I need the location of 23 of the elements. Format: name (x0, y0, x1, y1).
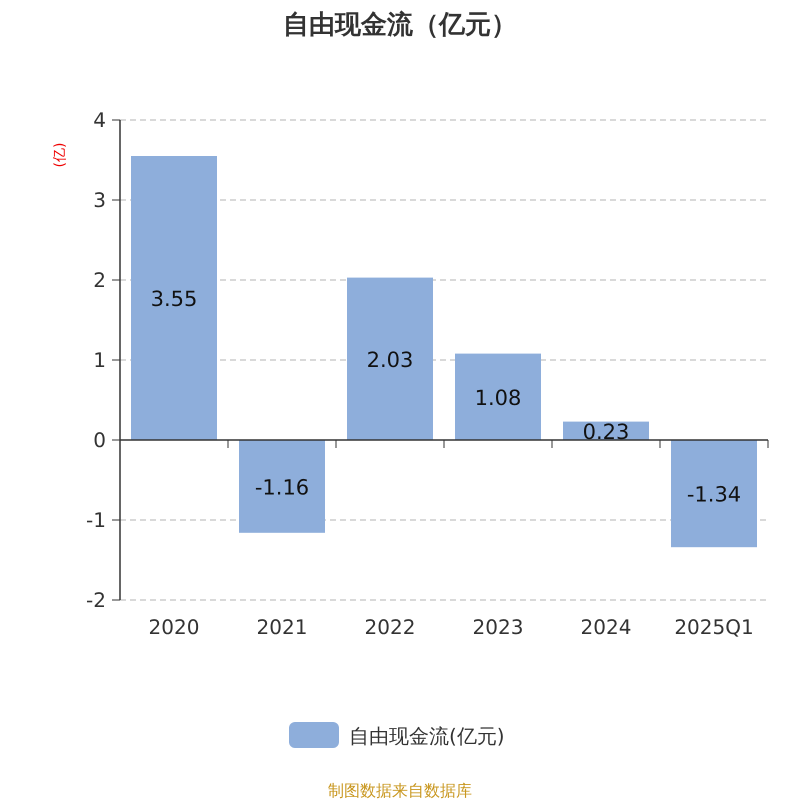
y-tick-label: 4 (93, 108, 106, 132)
x-tick-label: 2023 (472, 615, 524, 639)
x-tick-label: 2020 (148, 615, 200, 639)
legend-label: 自由现金流(亿元) (349, 724, 505, 748)
data-label: 3.55 (150, 287, 198, 311)
y-tick-label: -1 (86, 508, 106, 532)
data-label: 0.23 (582, 420, 630, 444)
title: 自由现金流（亿元） (283, 10, 517, 40)
y-tick-label: -2 (86, 588, 106, 612)
x-tick-label: 2025Q1 (674, 615, 754, 639)
data-label: -1.16 (254, 475, 310, 500)
x-tick-label: 2022 (364, 615, 416, 639)
ylabel: (亿) (52, 142, 68, 168)
y-tick-label: 1 (93, 348, 106, 372)
text: 制图数据来自数据库 (328, 781, 472, 800)
y-tick-label: 0 (93, 428, 106, 452)
data-label: 2.03 (366, 348, 414, 372)
x-tick-label: 2021 (256, 615, 308, 639)
y-tick-label: 2 (93, 268, 106, 292)
x-tick-label: 2024 (580, 615, 632, 639)
y-tick-label: 3 (93, 188, 106, 212)
data-label: -1.34 (686, 482, 742, 507)
data-label: 1.08 (474, 386, 522, 410)
